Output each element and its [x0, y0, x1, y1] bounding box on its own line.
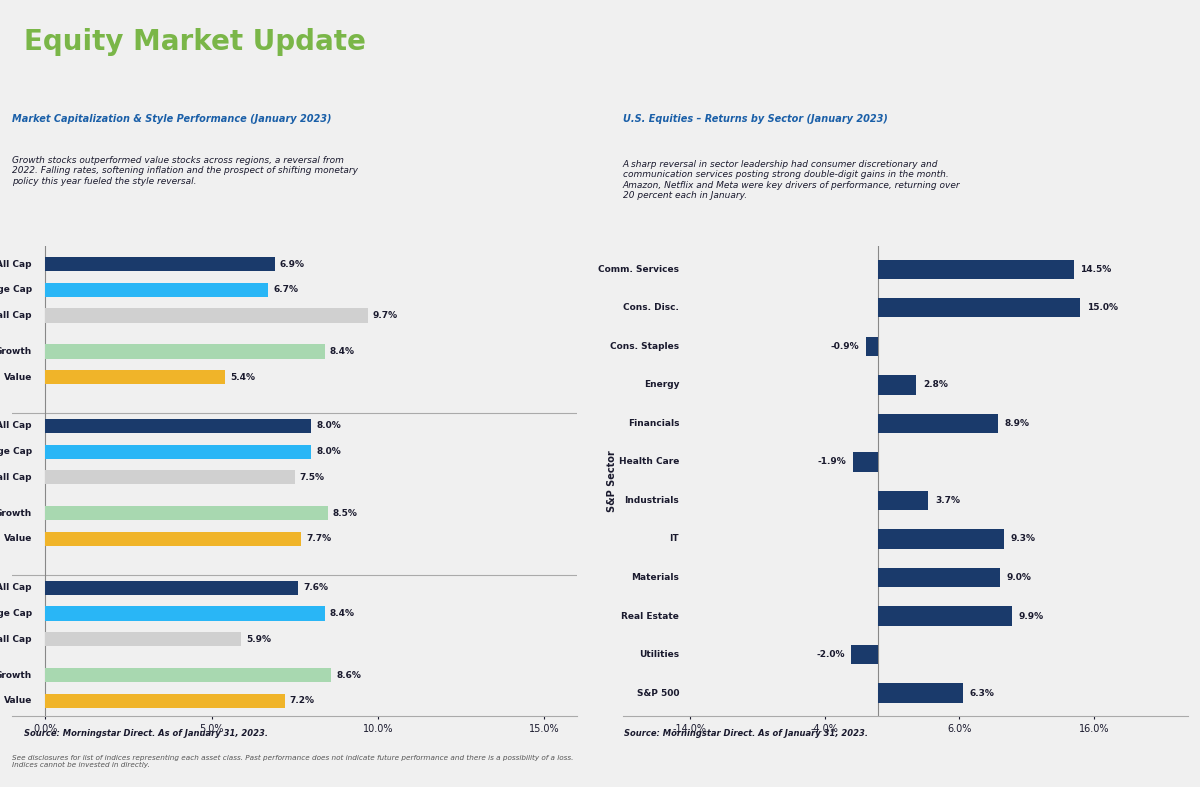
Bar	[46, 370, 224, 384]
Text: All Cap: All Cap	[0, 260, 32, 268]
Text: Small Cap: Small Cap	[0, 634, 32, 644]
Text: -1.9%: -1.9%	[817, 457, 846, 467]
Text: 8.6%: 8.6%	[336, 671, 361, 680]
Text: -2.0%: -2.0%	[816, 650, 845, 659]
Text: 7.7%: 7.7%	[306, 534, 331, 544]
Text: Small Cap: Small Cap	[0, 311, 32, 320]
Text: 6.7%: 6.7%	[274, 286, 298, 294]
Bar	[46, 606, 325, 620]
Text: Growth stocks outperformed value stocks across regions, a reversal from
2022. Fa: Growth stocks outperformed value stocks …	[12, 156, 358, 186]
Text: 8.0%: 8.0%	[317, 447, 341, 456]
Text: 8.4%: 8.4%	[330, 609, 355, 618]
Text: Source: Morningstar Direct. As of January 31, 2023.: Source: Morningstar Direct. As of Januar…	[24, 729, 268, 738]
Text: Large Cap: Large Cap	[0, 286, 32, 294]
Text: Cons. Disc.: Cons. Disc.	[623, 303, 679, 312]
Bar	[853, 453, 878, 471]
Text: All Cap: All Cap	[0, 583, 32, 593]
Bar	[46, 668, 331, 682]
Text: Equity Market Update: Equity Market Update	[24, 28, 366, 56]
Text: 9.9%: 9.9%	[1019, 611, 1044, 620]
Text: Real Estate: Real Estate	[622, 611, 679, 620]
Text: 8.0%: 8.0%	[317, 422, 341, 430]
Text: Energy: Energy	[643, 380, 679, 390]
Text: Market Capitalization & Style Performance (January 2023): Market Capitalization & Style Performanc…	[12, 113, 331, 124]
Bar	[866, 337, 878, 356]
Text: 7.6%: 7.6%	[304, 583, 328, 593]
Bar	[46, 283, 268, 297]
Text: Utilities: Utilities	[640, 650, 679, 659]
Text: 9.0%: 9.0%	[1007, 573, 1031, 582]
Bar	[878, 298, 1080, 317]
Text: Source: Morningstar Direct. As of January 31, 2023.: Source: Morningstar Direct. As of Januar…	[624, 729, 868, 738]
Text: Value: Value	[4, 696, 32, 705]
Text: Growth: Growth	[0, 508, 32, 518]
Bar	[46, 471, 295, 484]
Bar	[46, 506, 328, 520]
Text: Comm. Services: Comm. Services	[598, 264, 679, 274]
Text: 15.0%: 15.0%	[1087, 303, 1118, 312]
Bar	[46, 345, 325, 359]
Bar	[878, 375, 916, 394]
Text: 3.7%: 3.7%	[935, 496, 960, 505]
Bar	[46, 693, 284, 708]
Bar	[878, 530, 1003, 549]
Bar	[46, 532, 301, 546]
Bar	[878, 606, 1012, 626]
Text: Health Care: Health Care	[619, 457, 679, 467]
Bar	[878, 260, 1074, 279]
Text: Financials: Financials	[628, 419, 679, 428]
Y-axis label: S&P Sector: S&P Sector	[607, 450, 617, 512]
Bar	[852, 645, 878, 664]
Text: 6.3%: 6.3%	[970, 689, 995, 697]
Text: 6.9%: 6.9%	[280, 260, 305, 268]
Text: 5.4%: 5.4%	[230, 373, 254, 382]
Text: 14.5%: 14.5%	[1080, 264, 1111, 274]
Bar	[46, 581, 298, 595]
Text: All Cap: All Cap	[0, 422, 32, 430]
Bar	[878, 414, 998, 433]
Bar	[46, 632, 241, 646]
Text: IT: IT	[670, 534, 679, 544]
Bar	[878, 491, 928, 510]
Text: 2.8%: 2.8%	[923, 380, 948, 390]
Bar	[878, 683, 964, 703]
Text: 5.9%: 5.9%	[246, 634, 271, 644]
Text: A sharp reversal in sector leadership had consumer discretionary and
communicati: A sharp reversal in sector leadership ha…	[623, 160, 960, 200]
Text: 7.2%: 7.2%	[289, 696, 314, 705]
Text: See disclosures for list of indices representing each asset class. Past performa: See disclosures for list of indices repr…	[12, 755, 574, 768]
Text: 8.5%: 8.5%	[332, 508, 358, 518]
Text: Value: Value	[4, 534, 32, 544]
Bar	[46, 309, 368, 323]
Text: Growth: Growth	[0, 347, 32, 356]
Text: 8.4%: 8.4%	[330, 347, 355, 356]
Text: U.S. Equities – Returns by Sector (January 2023): U.S. Equities – Returns by Sector (Janua…	[623, 113, 888, 124]
Text: 9.7%: 9.7%	[373, 311, 398, 320]
Text: Value: Value	[4, 373, 32, 382]
Text: Large Cap: Large Cap	[0, 609, 32, 618]
Text: S&P 500: S&P 500	[637, 689, 679, 697]
Bar	[46, 257, 275, 272]
Text: 8.9%: 8.9%	[1004, 419, 1030, 428]
Bar	[46, 445, 311, 459]
Bar	[878, 568, 1000, 587]
Text: Materials: Materials	[631, 573, 679, 582]
Text: 7.5%: 7.5%	[300, 473, 325, 482]
Bar	[46, 419, 311, 433]
Text: Industrials: Industrials	[624, 496, 679, 505]
Text: -0.9%: -0.9%	[830, 342, 859, 351]
Text: Large Cap: Large Cap	[0, 447, 32, 456]
Text: Growth: Growth	[0, 671, 32, 680]
Text: Cons. Staples: Cons. Staples	[610, 342, 679, 351]
Text: Small Cap: Small Cap	[0, 473, 32, 482]
Text: 9.3%: 9.3%	[1010, 534, 1036, 544]
